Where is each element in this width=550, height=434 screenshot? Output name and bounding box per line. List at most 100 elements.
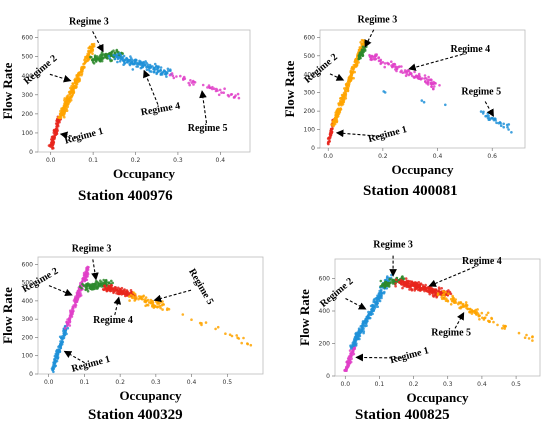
data-point [53,354,57,358]
data-point [468,307,472,311]
data-point [144,296,148,299]
data-point [344,90,347,93]
x-tick-label: 0.6 [487,153,497,160]
data-point [328,136,331,139]
data-point [438,288,441,291]
data-point [50,141,53,144]
data-point [90,288,94,291]
data-point [341,94,345,97]
data-point [407,285,411,288]
data-point [390,60,393,63]
data-point [56,122,59,125]
data-point [438,84,441,87]
annotation-arrow [484,101,494,117]
data-point [399,280,403,283]
data-point [81,282,84,286]
data-point [488,320,491,324]
data-point [125,56,128,60]
data-point [149,65,153,69]
data-point [442,290,445,293]
annotation-arrow [113,296,122,316]
data-point [137,62,141,65]
data-point [100,59,104,63]
data-point [507,123,511,126]
data-point [143,300,146,303]
annotation-arrow [199,90,208,124]
data-point [228,333,232,336]
data-point [367,314,370,318]
data-point [361,42,364,46]
data-point [145,303,149,307]
data-point [461,303,465,307]
data-point [66,322,70,326]
x-tick-label: 0.4 [216,157,226,164]
x-tick-label: 0.3 [173,157,183,164]
data-point [416,76,420,80]
data-point [159,306,162,310]
plot-frame [37,29,251,153]
annotation-arrow [143,69,159,105]
data-point [65,321,68,324]
data-point [415,283,418,287]
data-point [118,52,122,55]
data-point [117,55,121,59]
y-tick-label: 500 [304,53,316,60]
data-point [166,67,170,71]
data-point [222,91,225,94]
data-point [353,343,356,346]
data-point [110,283,113,287]
y-tick-label: 300 [22,92,34,99]
data-point [387,282,390,286]
data-point [446,299,450,303]
scatter-plot: 0.0 0.2 0.4 0.6 0 100 200 300 400 500 600 Occupancy… [282,15,526,177]
data-point [500,327,504,330]
data-point [55,350,58,353]
data-point [482,318,486,321]
data-point [419,282,423,285]
x-tick-label: 0.4 [187,379,197,386]
data-point [153,62,157,66]
data-point [139,66,143,70]
data-point [120,290,124,294]
data-point [379,279,383,283]
data-point [129,61,133,65]
data-point [135,296,138,299]
x-tick-label: 0.5 [511,381,521,388]
data-point [51,135,55,139]
data-point [189,79,192,82]
annotation-arrow [49,73,72,83]
data-point [417,281,421,284]
data-point [118,60,122,63]
data-point [402,282,406,286]
annotation-arrow [335,129,381,138]
data-point [332,123,335,127]
data-point [359,325,363,328]
panel-station-400081: 0.0 0.2 0.4 0.6 0 100 200 300 400 500 600 Occupancy… [275,0,550,217]
data-point [360,38,364,42]
annotation-arrow [63,350,85,364]
data-point [133,292,137,296]
data-point [83,279,87,283]
data-point [335,118,338,121]
data-point [192,83,195,86]
data-point [400,69,403,72]
y-axis-label: Flow Rate [0,287,15,344]
data-point [371,303,374,307]
data-point [53,358,56,361]
data-point [94,280,98,283]
plot-frame [319,29,526,149]
data-point [346,366,349,369]
data-point [66,318,69,321]
data-point [62,334,65,337]
data-point [115,55,118,58]
data-point [369,313,373,316]
data-point [161,308,164,311]
data-point [372,57,375,61]
data-point [517,331,521,335]
station-caption: Station 400329 [88,407,183,423]
data-point [68,92,72,95]
data-point [444,103,447,107]
data-point [218,88,222,92]
data-point [128,295,131,298]
data-point [391,65,394,69]
